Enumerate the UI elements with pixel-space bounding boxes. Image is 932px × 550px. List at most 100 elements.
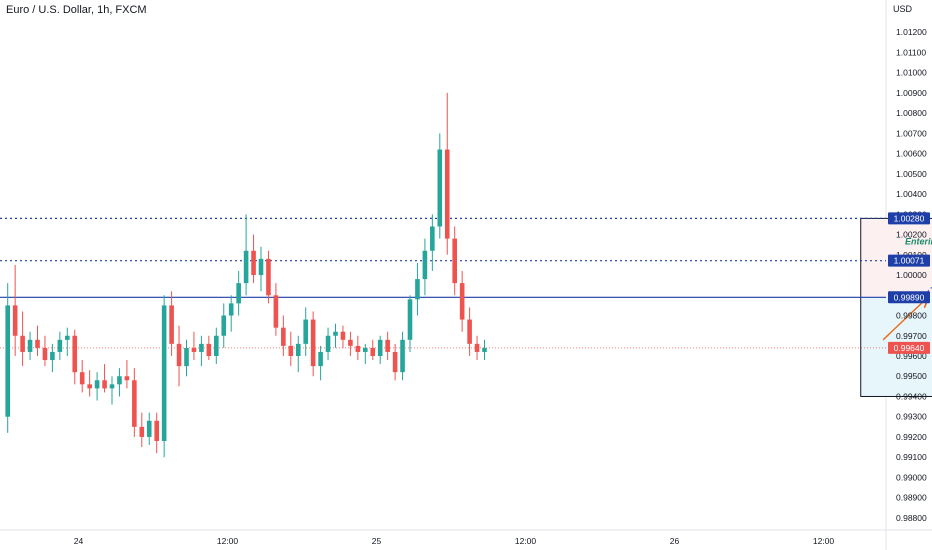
price-tick-label: 0.99200 [896,432,927,442]
candle-body [72,335,78,373]
candle-body [400,339,405,373]
candle-body [318,351,323,367]
candle-body [303,319,308,344]
candle [333,323,338,348]
candle [236,271,241,316]
candle [184,339,189,377]
price-tick-label: 1.00200 [896,230,927,240]
candle-body [35,339,40,348]
candle-body [87,384,92,389]
time-tick-label: 12:00 [813,536,835,546]
candle [258,246,264,292]
candle-body [79,372,85,385]
candle-body [102,380,107,389]
candle-body [27,339,33,352]
candle [221,303,227,348]
candle [444,92,450,255]
candle-body [437,149,443,227]
candle-body [452,238,457,284]
candle [146,412,152,446]
candle-body [169,305,174,344]
candle [407,295,413,352]
candle [303,307,308,356]
price-tick-label: 1.00400 [896,189,927,199]
candle-body [109,384,115,389]
candle-body [295,343,301,356]
candle-body [266,258,271,296]
candle-body [444,149,450,239]
candle [430,214,435,271]
candle [72,329,78,385]
candle [325,327,331,361]
candle [117,368,122,397]
candle-body [191,347,197,352]
candle [27,331,33,361]
candle-body [385,339,390,352]
candle [65,327,70,356]
resistance-3-price-label: 1.00280 [894,213,925,223]
price-unit-label: USD [892,4,912,14]
candle-body [94,380,100,389]
price-tick-label: 1.01000 [896,68,927,78]
price-tick-label: 0.99100 [896,452,927,462]
time-tick-label: 25 [372,536,382,546]
price-tick-label: 1.00500 [896,169,927,179]
candle [206,335,212,361]
candle [50,343,55,373]
candle [228,295,234,332]
time-tick-label: 24 [74,536,84,546]
candle [94,372,100,401]
candle [281,315,286,356]
price-tick-label: 1.00800 [896,108,927,118]
candle-body [392,351,398,373]
candle-body [12,305,18,336]
candle-body [325,335,331,352]
candle-body [124,376,130,381]
price-tick-label: 0.98800 [896,513,927,523]
time-tick-label: 12:00 [217,536,239,546]
candle [392,343,398,381]
resistance-1-price-label: 0.99890 [894,292,925,302]
candle-body [206,343,212,356]
candle [385,331,390,361]
candle [422,238,428,296]
candle [109,376,115,405]
price-tick-label: 0.99700 [896,331,927,341]
candle [124,360,130,389]
candle-body [228,303,234,316]
candle [251,234,256,284]
symbol-title: Euro / U.S. Dollar, 1h, FXCM [6,4,147,16]
candle [370,339,376,361]
price-tick-label: 1.00700 [896,128,927,138]
candle-body [251,250,256,276]
price-tick-label: 1.01100 [896,47,926,57]
candle-body [430,226,435,251]
candle [57,331,63,361]
candle [467,307,472,356]
candle-body [415,279,420,300]
candle-body [117,376,122,385]
candle [214,327,219,365]
candle-body [422,250,428,280]
price-tick-label: 0.99300 [896,412,927,422]
candle [199,335,204,367]
candle-body [281,327,286,346]
candle-body [176,343,182,367]
price-tick-label: 1.01200 [896,27,927,37]
candle-body [221,315,227,336]
candle-body [258,258,264,276]
candle [348,331,353,356]
candle-body [333,331,338,336]
price-tick-label: 0.99500 [896,371,927,381]
candle [415,262,420,316]
candle-body [57,339,63,352]
candle [459,271,465,332]
candle-body [310,319,316,367]
price-tick-label: 1.00900 [896,88,927,98]
candle-body [288,345,294,356]
price-tick-label: 1.00000 [896,270,927,280]
candle-body [199,343,204,352]
candle [102,364,107,393]
